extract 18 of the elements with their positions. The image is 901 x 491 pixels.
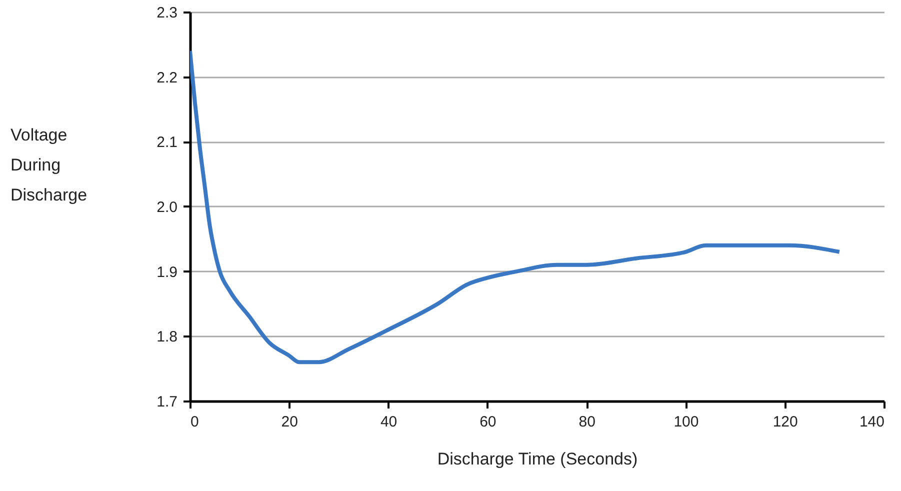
- y-tick-label: 2.3: [156, 4, 178, 22]
- x-tick-label: 120: [772, 414, 798, 430]
- x-tick-label: 140: [859, 414, 884, 430]
- x-tick-label: 60: [480, 414, 496, 430]
- x-tick-label: 80: [578, 414, 596, 430]
- y-axis-title: Voltage During Discharge: [10, 126, 88, 204]
- x-axis-title: Discharge Time (Seconds): [437, 450, 638, 468]
- line-series: [190, 48, 842, 364]
- y-tick-label: 1.8: [156, 328, 178, 346]
- y-tick-label: 1.7: [156, 394, 178, 410]
- y-tick-label: 2.1: [156, 134, 178, 152]
- x-tick-label: 100: [674, 414, 699, 430]
- y-tick-label: 2.0: [156, 199, 178, 216]
- x-tick-label: 0: [190, 414, 199, 430]
- x-tick-label: 40: [380, 414, 398, 430]
- y-tick-label: 2.2: [156, 69, 178, 86]
- y-tick-label: 1.9: [156, 264, 178, 281]
- x-tick-label: 20: [281, 414, 298, 430]
